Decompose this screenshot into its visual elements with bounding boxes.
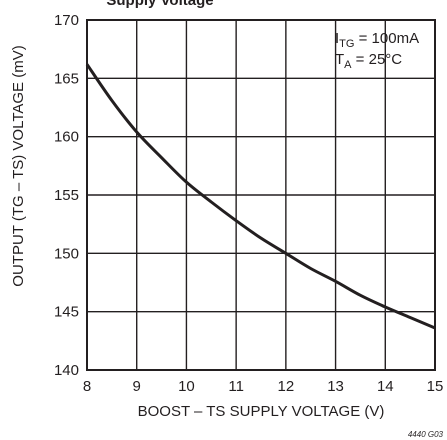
annotation-temp-symbol: T (335, 51, 344, 68)
x-axis-label: BOOST – TS SUPPLY VOLTAGE (V) (138, 403, 385, 420)
annotation-current-subscript: TG (339, 38, 354, 50)
annotation-box: ITG = 100mA TA = 25°C (335, 30, 419, 71)
annotation-temp-value: = 25°C (352, 51, 403, 68)
data-series-line (87, 64, 435, 328)
x-tick-label: 10 (178, 378, 195, 395)
y-tick-label: 160 (54, 129, 79, 146)
svg-text:TA = 25°C: TA = 25°C (335, 51, 402, 71)
annotation-current-value: = 100mA (354, 30, 419, 47)
x-tick-labels: 8 9 10 11 12 13 14 15 (83, 378, 444, 395)
y-axis-label: OUTPUT (TG – TS) VOLTAGE (mV) (10, 45, 27, 286)
grid-lines (87, 20, 435, 370)
y-tick-label: 140 (54, 362, 79, 379)
figure-id: 4440 G03 (408, 430, 444, 439)
x-tick-label: 11 (228, 378, 244, 395)
y-tick-label: 170 (54, 12, 79, 29)
x-tick-label: 9 (133, 378, 141, 395)
x-tick-label: 14 (377, 378, 394, 395)
x-tick-label: 15 (427, 378, 444, 395)
x-tick-label: 12 (278, 378, 295, 395)
x-tick-label: 13 (327, 378, 344, 395)
x-tick-label: 8 (83, 378, 91, 395)
svg-text:ITG = 100mA: ITG = 100mA (335, 30, 419, 50)
y-tick-label: 155 (54, 187, 79, 204)
y-tick-label: 165 (54, 70, 79, 87)
chart-title-fragment: Supply Voltage (106, 0, 213, 9)
y-tick-label: 150 (54, 245, 79, 262)
y-tick-labels: 140 145 150 155 160 165 170 (54, 12, 79, 379)
y-tick-label: 145 (54, 304, 79, 321)
